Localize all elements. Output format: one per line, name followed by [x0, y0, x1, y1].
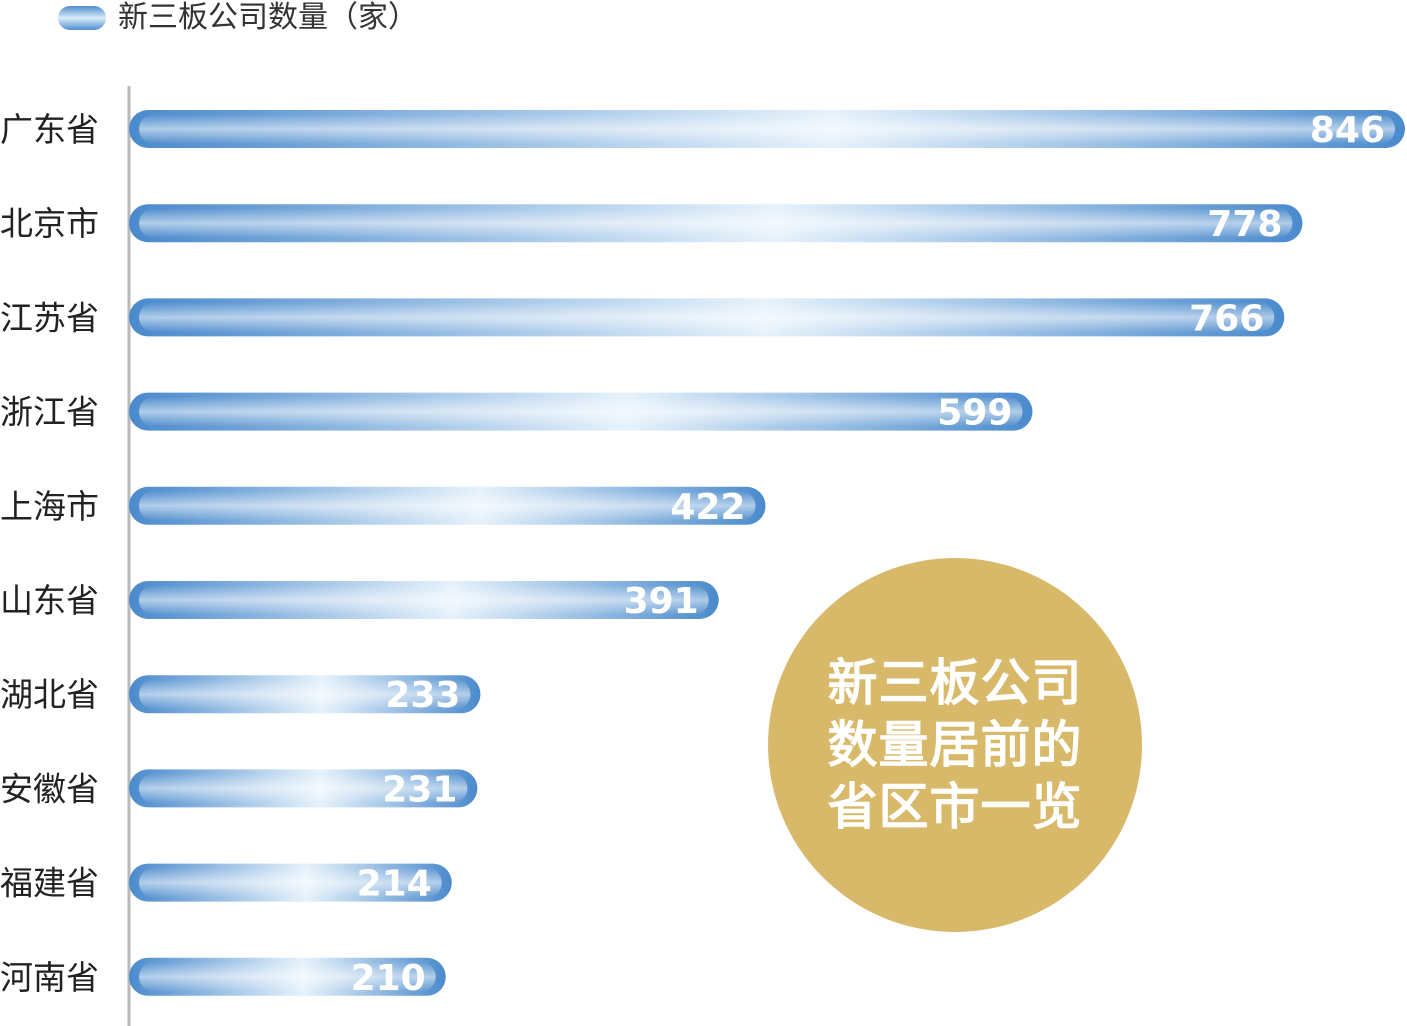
category-label: 福建省 — [0, 864, 99, 903]
value-label: 210 — [351, 958, 426, 999]
category-label: 北京市 — [0, 204, 99, 243]
legend-label: 新三板公司数量（家） — [118, 0, 418, 35]
value-label: 391 — [624, 581, 699, 622]
bars-layer: 广东省 846 北京市 778 江苏省 766 浙江省 599 上海市 422 山东省 391 湖北省 2… — [0, 110, 1405, 999]
category-label: 浙江省 — [0, 393, 99, 432]
bar-sheen — [139, 490, 756, 521]
bar-sheen — [139, 867, 442, 898]
bar-sheen — [139, 114, 1395, 144]
bar-sheen — [139, 585, 709, 615]
value-label: 422 — [670, 487, 745, 528]
bar-sheen — [139, 208, 1293, 239]
badge-title: 新三板公司数量居前的省区市一览 — [827, 654, 1083, 836]
bar-sheen — [139, 961, 436, 992]
value-label: 766 — [1189, 298, 1264, 339]
value-label: 233 — [385, 675, 460, 716]
category-label: 湖北省 — [0, 675, 99, 714]
legend-swatch — [58, 6, 106, 30]
title-badge: 新三板公司数量居前的省区市一览 — [768, 558, 1142, 932]
legend: 新三板公司数量（家） — [58, 0, 418, 36]
bar-sheen — [139, 679, 471, 710]
category-label: 安徽省 — [0, 769, 99, 808]
category-label: 广东省 — [0, 110, 99, 149]
category-label: 山东省 — [0, 581, 99, 620]
value-label: 778 — [1207, 204, 1282, 245]
value-label: 214 — [357, 864, 432, 905]
category-label: 河南省 — [0, 958, 99, 997]
category-label: 上海市 — [0, 487, 99, 526]
value-label: 231 — [382, 769, 457, 810]
value-label: 846 — [1310, 110, 1385, 151]
bar-sheen — [139, 302, 1275, 333]
category-label: 江苏省 — [0, 298, 99, 337]
bar-sheen — [139, 396, 1023, 427]
value-label: 599 — [937, 393, 1012, 434]
bar-sheen — [139, 773, 468, 804]
